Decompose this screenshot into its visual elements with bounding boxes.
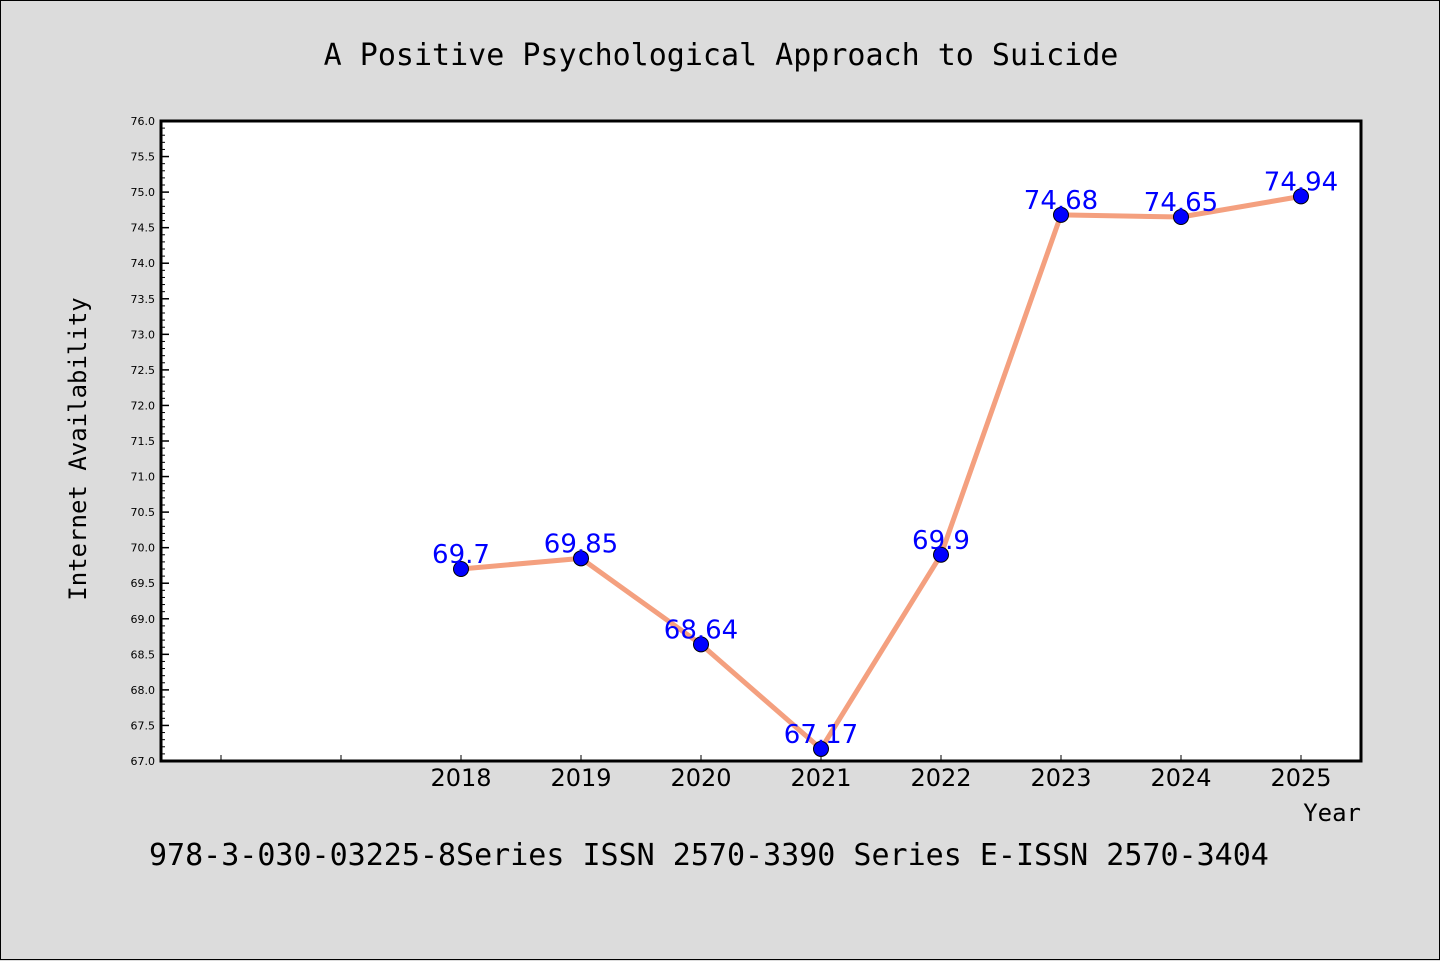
y-tick-label: 67.0 — [131, 755, 156, 768]
y-tick-label: 69.5 — [131, 577, 156, 590]
y-tick-label: 67.5 — [131, 719, 156, 732]
data-label: 69.85 — [544, 529, 618, 559]
y-tick-label: 72.0 — [131, 399, 156, 412]
data-point — [573, 550, 589, 567]
x-tick-label: 2020 — [670, 764, 731, 792]
y-tick-label: 73.0 — [131, 328, 156, 341]
data-label: 68.64 — [664, 615, 738, 645]
x-tick-label: 2024 — [1150, 764, 1211, 792]
x-tick-label: 2019 — [550, 764, 611, 792]
y-tick-label: 68.5 — [131, 648, 156, 661]
y-tick-label: 75.0 — [131, 186, 156, 199]
y-tick-label: 71.5 — [131, 435, 156, 448]
data-point — [1053, 206, 1069, 223]
y-tick-label: 68.0 — [131, 684, 156, 697]
x-tick-label: 2025 — [1270, 764, 1331, 792]
y-tick-label: 69.0 — [131, 613, 156, 626]
data-point — [1293, 188, 1309, 205]
data-label: 69.7 — [432, 540, 490, 570]
y-tick-label: 74.0 — [131, 257, 156, 270]
data-label: 67.17 — [784, 720, 858, 750]
y-tick-label: 73.5 — [131, 293, 156, 306]
x-tick-label: 2022 — [910, 764, 971, 792]
y-tick-label: 75.5 — [131, 151, 156, 164]
data-label: 74.65 — [1144, 188, 1218, 218]
x-tick-label: 2021 — [790, 764, 851, 792]
y-tick-label: 71.0 — [131, 471, 156, 484]
data-point — [453, 561, 469, 577]
y-axis-label: Internet Availability — [64, 297, 92, 600]
data-point — [693, 636, 709, 653]
x-axis: 2018 2019 2020 2021 2022 2023 2024 2025 — [220, 755, 1332, 792]
x-tick-label: 2023 — [1030, 764, 1091, 792]
data-point — [1173, 209, 1189, 225]
data-label: 74.68 — [1024, 186, 1098, 216]
data-point — [813, 740, 829, 757]
x-axis-label: Year — [1303, 799, 1361, 827]
chart-title: A Positive Psychological Approach to Sui… — [324, 38, 1119, 73]
series-line-group — [453, 188, 1309, 757]
data-label: 74.94 — [1264, 167, 1338, 197]
plot-area — [159, 119, 1363, 763]
y-axis: 67.0 67.5 68.0 68.5 69.0 69.5 70.0 70.5 71.0 71.5… — [131, 115, 169, 768]
data-point — [933, 546, 949, 563]
y-tick-label: 70.5 — [131, 506, 156, 519]
y-tick-label: 70.0 — [131, 542, 156, 555]
footer-isbn: 978-3-030-03225-8Series ISSN 2570-3390 S… — [149, 838, 1269, 873]
y-tick-label: 76.0 — [131, 115, 156, 128]
data-label-group: 69.7 69.85 68.64 67.17 69.9 74.68 74.65 74.94 — [432, 167, 1338, 750]
data-label: 69.9 — [912, 526, 970, 556]
y-tick-label: 74.5 — [131, 222, 156, 235]
x-tick-label: 2018 — [430, 764, 491, 792]
y-tick-label: 72.5 — [131, 364, 156, 377]
series-line — [460, 193, 1302, 752]
